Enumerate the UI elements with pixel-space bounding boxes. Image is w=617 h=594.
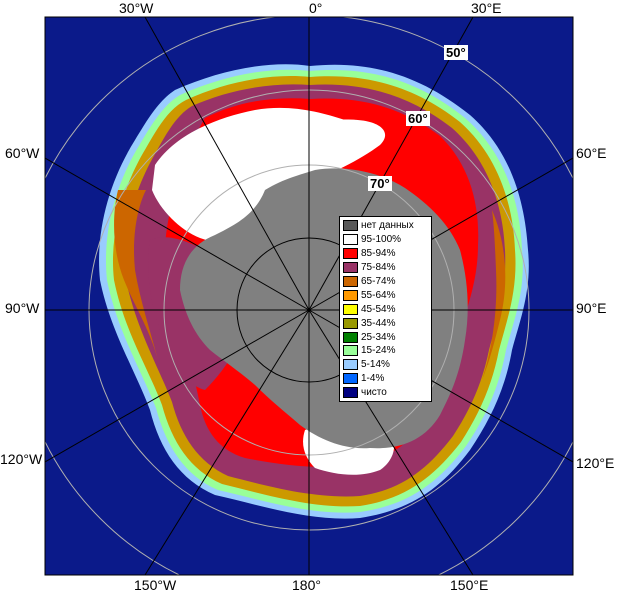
lon-label-60e: 60°E [576, 145, 607, 161]
lat-label-70: 70° [368, 176, 392, 191]
legend-item: 25-34% [343, 330, 428, 344]
map-frame [44, 16, 574, 576]
legend-swatch [343, 248, 358, 260]
legend-swatch [343, 345, 358, 357]
lon-label-90e: 90°E [576, 300, 607, 316]
legend-label: 5-14% [361, 359, 390, 371]
lon-label-120e: 120°E [576, 455, 615, 471]
legend-swatch [343, 303, 358, 315]
lon-label-30e: 30°E [471, 0, 502, 16]
legend-label: 95-100% [361, 234, 402, 246]
ice-concentration-legend: нет данных 95-100% 85-94% 75-84% 65-74% 55-64… [339, 216, 432, 402]
legend-swatch [343, 289, 358, 301]
lon-label-30w: 30°W [119, 0, 154, 16]
lon-label-120w: 120°W [0, 451, 43, 467]
lon-label-180: 180° [292, 577, 321, 593]
legend-swatch [343, 234, 358, 246]
legend-item: 55-64% [343, 288, 428, 302]
lon-label-0: 0° [309, 0, 323, 16]
legend-item: 1-4% [343, 372, 428, 386]
ice-fragment [312, 122, 326, 130]
legend-swatch [343, 387, 358, 399]
legend-item: 75-84% [343, 261, 428, 275]
lon-label-150e: 150°E [450, 577, 489, 593]
legend-item: 65-74% [343, 275, 428, 289]
legend-label: чисто [361, 387, 387, 399]
legend-label: 65-74% [361, 276, 396, 287]
legend-item: 5-14% [343, 358, 428, 372]
legend-swatch [343, 276, 358, 287]
legend-label: нет данных [361, 220, 414, 232]
legend-label: 75-84% [361, 262, 396, 274]
legend-swatch [343, 359, 358, 371]
legend-item: 35-44% [343, 316, 428, 330]
legend-item: 95-100% [343, 233, 428, 247]
legend-label: 15-24% [361, 345, 396, 357]
ice-95-100-weddell [152, 107, 386, 246]
legend-label: 55-64% [361, 289, 396, 301]
ice-65-74-west [114, 190, 158, 360]
legend-item: 15-24% [343, 344, 428, 358]
legend-item: чисто [343, 386, 428, 400]
legend-label: 1-4% [361, 373, 385, 385]
legend-label: 35-44% [361, 317, 396, 329]
legend-item: 85-94% [343, 247, 428, 261]
lon-label-90w: 90°W [5, 300, 40, 316]
legend-swatch [343, 317, 358, 329]
lon-label-150w: 150°W [134, 577, 177, 593]
legend-label: 45-54% [361, 303, 396, 315]
lat-label-60: 60° [406, 111, 430, 126]
legend-item: 45-54% [343, 302, 428, 316]
ice-65-74-east [482, 210, 506, 380]
legend-swatch [343, 373, 358, 385]
lon-label-60w: 60°W [5, 145, 40, 161]
legend-label: 25-34% [361, 331, 396, 343]
legend-label: 85-94% [361, 248, 396, 260]
legend-item: нет данных [343, 219, 428, 233]
legend-swatch [343, 220, 358, 232]
legend-swatch [343, 262, 358, 274]
ice-shelf-fragment [335, 119, 371, 138]
lat-label-50: 50° [444, 45, 468, 60]
legend-swatch [343, 331, 358, 343]
